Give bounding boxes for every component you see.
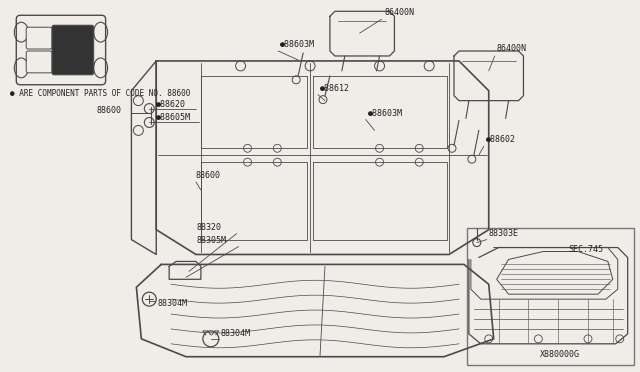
Text: 88303E: 88303E	[489, 229, 519, 238]
Text: 88304M: 88304M	[221, 329, 251, 338]
Text: ●88620: ●88620	[156, 100, 186, 109]
Text: ●88603M: ●88603M	[280, 40, 316, 49]
Text: 88320: 88320	[197, 223, 222, 232]
Text: X880000G: X880000G	[540, 350, 580, 359]
Text: 88304M: 88304M	[157, 299, 188, 308]
Text: ●88603M: ●88603M	[367, 109, 403, 118]
FancyBboxPatch shape	[26, 51, 52, 73]
Text: ●88602: ●88602	[486, 135, 516, 144]
Text: ●88612: ●88612	[320, 84, 350, 93]
Text: 88600: 88600	[196, 171, 221, 180]
Text: 88600: 88600	[97, 106, 122, 115]
Text: 88305M: 88305M	[197, 235, 227, 244]
Text: ● ARE COMPONENT PARTS OF CODE NO. 88600: ● ARE COMPONENT PARTS OF CODE NO. 88600	[10, 89, 191, 98]
FancyBboxPatch shape	[467, 228, 634, 365]
Text: 86400N: 86400N	[497, 44, 527, 53]
Text: ●88605M: ●88605M	[156, 113, 191, 122]
Text: SEC.745: SEC.745	[568, 244, 603, 253]
FancyBboxPatch shape	[16, 15, 106, 85]
Text: 86400N: 86400N	[385, 8, 415, 17]
FancyBboxPatch shape	[52, 25, 93, 75]
FancyBboxPatch shape	[26, 27, 52, 49]
